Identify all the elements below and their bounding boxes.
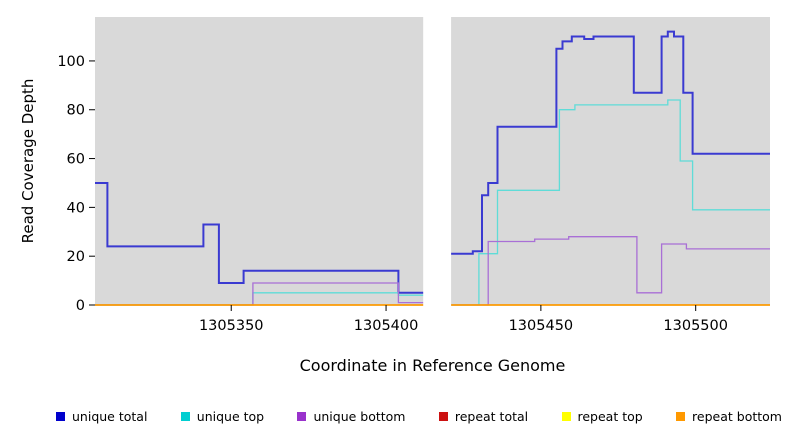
legend-label: repeat total bbox=[454, 409, 529, 424]
legend-label: repeat top bbox=[577, 409, 643, 424]
y-axis-label: Read Coverage Depth bbox=[19, 78, 37, 244]
legend-item-repeat-top: repeat top bbox=[561, 409, 643, 424]
legend-item-repeat-total: repeat total bbox=[438, 409, 529, 424]
legend-item-unique-bottom: unique bottom bbox=[297, 409, 406, 424]
legend-item-unique-total: unique total bbox=[56, 409, 147, 424]
legend-swatch-unique-top bbox=[180, 412, 190, 421]
legend-swatch-repeat-bottom bbox=[676, 412, 686, 421]
legend-item-unique-top: unique top bbox=[180, 409, 265, 424]
y-tick-label: 80 bbox=[67, 103, 85, 119]
x-tick-label: 1305350 bbox=[199, 318, 264, 334]
x-axis-label: Coordinate in Reference Genome bbox=[299, 356, 566, 375]
series-line-unique-bottom bbox=[95, 236, 770, 306]
legend-label: unique bottom bbox=[313, 409, 406, 424]
legend-swatch-unique-bottom bbox=[297, 412, 307, 421]
legend-swatch-repeat-top bbox=[561, 412, 571, 421]
legend-label: unique top bbox=[196, 409, 265, 424]
x-tick-label: 1305400 bbox=[354, 318, 419, 334]
legend: unique total unique top unique bottom repea… bbox=[0, 409, 792, 424]
y-tick-label: 60 bbox=[67, 152, 85, 168]
legend-label: repeat bottom bbox=[692, 409, 782, 424]
series-line-unique-total bbox=[95, 30, 770, 294]
x-tick-label: 1305500 bbox=[663, 318, 728, 334]
y-tick-label: 40 bbox=[67, 200, 85, 216]
coverage-gap-band bbox=[423, 16, 452, 306]
legend-item-repeat-bottom: repeat bottom bbox=[676, 409, 782, 424]
y-tick-label: 0 bbox=[76, 298, 85, 314]
coverage-plot: 1305350 1305400 1305450 1305500 0 20 40 60 80 100 bbox=[57, 16, 770, 334]
y-tick-label: 100 bbox=[57, 54, 85, 70]
legend-swatch-repeat-total bbox=[438, 412, 448, 421]
legend-swatch-unique-total bbox=[56, 412, 65, 421]
legend-label: unique total bbox=[72, 409, 148, 424]
x-tick-label: 1305450 bbox=[509, 318, 574, 334]
y-tick-label: 20 bbox=[67, 249, 85, 265]
